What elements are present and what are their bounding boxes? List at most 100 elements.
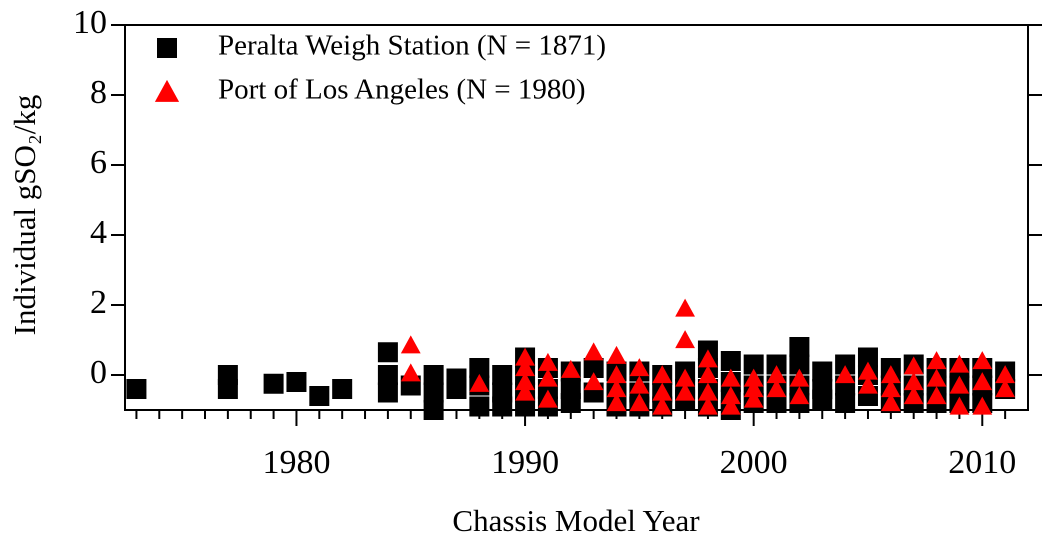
square-marker — [126, 379, 147, 399]
square-marker — [423, 365, 444, 385]
triangle-marker — [652, 396, 673, 415]
square-marker — [835, 393, 856, 413]
square-marker — [789, 337, 810, 357]
triangle-marker — [469, 373, 490, 392]
y-tick-label: 10 — [73, 4, 107, 41]
triangle-marker — [766, 379, 787, 398]
triangle-marker — [515, 358, 535, 377]
square-marker — [515, 396, 536, 417]
triangle-marker — [560, 359, 581, 378]
y-tick-label: 0 — [90, 354, 107, 391]
legend-label: Port of Los Angeles (N = 1980) — [218, 74, 586, 106]
square-marker — [309, 386, 330, 406]
square-marker — [492, 365, 513, 385]
x-tick-label: 2000 — [720, 444, 788, 481]
square-marker — [423, 400, 444, 420]
triangle-marker — [789, 386, 810, 405]
x-tick-label: 1990 — [491, 444, 559, 481]
triangle-marker — [972, 396, 993, 415]
triangle-marker — [698, 382, 718, 401]
legend-marker — [154, 79, 180, 102]
triangle-marker — [926, 368, 947, 387]
square-marker — [423, 382, 444, 403]
x-tick-label: 2010 — [948, 444, 1016, 481]
triangle-marker — [835, 365, 856, 384]
triangle-marker — [606, 345, 627, 364]
square-marker — [492, 396, 513, 417]
legend-label: Peralta Weigh Station (N = 1871) — [218, 30, 606, 62]
square-marker — [377, 382, 398, 403]
triangle-marker — [926, 351, 947, 370]
triangle-marker — [400, 363, 421, 382]
y-tick-label: 4 — [90, 214, 107, 251]
triangle-marker — [949, 354, 970, 373]
triangle-marker — [606, 365, 627, 384]
triangle-marker — [743, 389, 764, 408]
square-marker — [332, 379, 353, 399]
y-tick-label: 2 — [90, 284, 107, 321]
triangle-marker — [858, 361, 878, 380]
triangle-marker — [789, 368, 810, 387]
triangle-marker — [949, 396, 970, 415]
triangle-marker — [538, 389, 558, 408]
square-marker — [720, 351, 741, 371]
triangle-marker — [538, 352, 558, 371]
triangle-marker — [698, 365, 718, 384]
square-marker — [789, 354, 810, 375]
triangle-marker — [698, 396, 718, 415]
triangle-marker — [880, 393, 901, 412]
y-axis-label: Individual gSO₂/kg — [7, 95, 42, 336]
triangle-marker — [880, 379, 901, 398]
square-marker — [377, 342, 398, 363]
square-marker — [812, 389, 833, 410]
triangle-marker — [583, 372, 604, 391]
square-marker — [743, 354, 764, 375]
triangle-marker — [995, 365, 1016, 384]
triangle-marker — [743, 368, 764, 387]
triangle-marker — [903, 386, 924, 405]
triangle-marker — [606, 379, 627, 398]
square-marker — [857, 347, 878, 368]
square-marker — [286, 372, 307, 392]
triangle-marker — [629, 358, 650, 377]
square-marker — [469, 358, 490, 378]
square-marker — [835, 354, 856, 375]
square-marker — [766, 354, 787, 375]
x-axis-label: Chassis Model Year — [452, 503, 700, 538]
triangle-marker — [675, 368, 695, 387]
square-marker — [812, 361, 833, 382]
triangle-marker — [629, 393, 650, 412]
triangle-marker — [995, 379, 1016, 398]
triangle-marker — [903, 356, 924, 375]
triangle-marker — [515, 382, 535, 401]
square-marker — [263, 373, 284, 394]
square-marker — [469, 396, 490, 417]
triangle-marker — [698, 349, 718, 368]
triangle-marker — [972, 372, 993, 391]
triangle-marker — [515, 347, 535, 366]
triangle-marker — [675, 298, 695, 317]
square-marker — [446, 379, 467, 399]
x-tick-label: 1980 — [262, 444, 330, 481]
square-marker — [217, 379, 238, 399]
triangle-marker — [743, 379, 764, 398]
triangle-marker — [538, 368, 558, 387]
triangle-marker — [903, 372, 924, 391]
triangle-marker — [766, 365, 787, 384]
y-tick-label: 8 — [90, 74, 107, 111]
triangle-marker — [720, 386, 741, 405]
triangle-marker — [720, 368, 741, 387]
triangle-marker — [629, 375, 650, 394]
square-marker — [766, 393, 787, 413]
triangle-marker — [926, 386, 947, 405]
triangle-marker — [675, 382, 695, 401]
triangle-marker — [583, 342, 604, 361]
triangle-marker — [515, 372, 535, 391]
triangle-marker — [400, 335, 421, 354]
triangle-marker — [880, 365, 901, 384]
square-marker — [377, 365, 398, 385]
square-marker — [583, 358, 604, 378]
square-marker — [560, 393, 581, 413]
triangle-marker — [720, 396, 741, 415]
